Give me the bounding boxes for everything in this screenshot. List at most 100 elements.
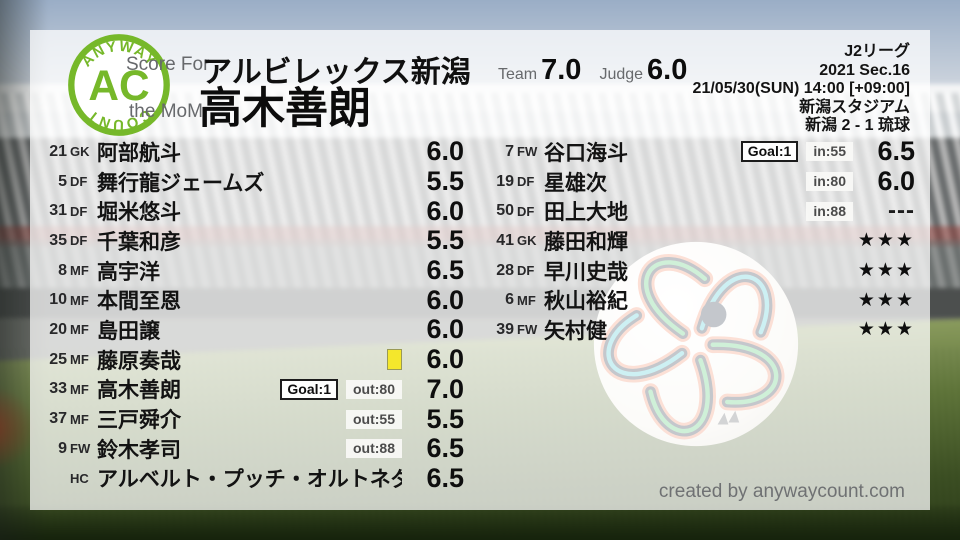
substitution-badge: out:80 [346,379,402,399]
away-player-row: 50 DF 田上大地 in:88 --- [487,196,915,226]
home-player-row: 31 DF 堀米悠斗 6.0 [40,196,464,226]
player-number: 41 [496,231,514,249]
player-name: 本間至恩 [97,290,181,314]
player-number: 10 [49,291,67,309]
player-position: MF [70,292,89,308]
credit-text: created by anywaycount.com [658,481,905,502]
player-number: 50 [496,202,514,220]
player-name: 舞行龍ジェームズ [97,171,265,195]
player-position: FW [517,322,538,338]
player-name: 鈴木孝司 [97,438,181,462]
player-position: GK [517,233,537,249]
away-player-row: 39 FW 矢村健 ★★★ [487,315,915,345]
player-rating: ★★★ [857,260,915,282]
player-position: MF [70,411,89,427]
player-rating: 6.5 [426,462,464,493]
goal-badge: Goal:1 [280,378,338,400]
home-player-row: 25 MF 藤原奏哉 6.0 [40,345,464,375]
player-name: 早川史哉 [544,260,628,284]
player-rating: 6.0 [426,344,464,375]
score-for-label: Score For [126,54,210,75]
player-number: 20 [49,320,67,338]
player-name: 阿部航斗 [97,141,181,165]
home-player-row: 10 MF 本間至恩 6.0 [40,285,464,315]
subs-list: 7 FW 谷口海斗 Goal:1 in:55 6.5 19 DF 星雄次 in:80 6.0 50 DF… [487,137,915,345]
judge-score-value: 6.0 [647,54,688,86]
player-number: 8 [58,261,67,279]
away-player-row: 19 DF 星雄次 in:80 6.0 [487,167,915,197]
player-position: FW [70,441,91,457]
player-position: MF [70,352,89,368]
kickoff-datetime: 21/05/30(SUN) 14:00 [+09:00] [692,80,910,97]
away-player-row: 28 DF 早川史哉 ★★★ [487,256,915,286]
home-player-row: 35 DF 千葉和彦 5.5 [40,226,464,256]
player-position: DF [70,174,88,190]
player-name: 藤田和輝 [544,230,628,254]
anywaycount-logo: ANYWAY COUNT AC [68,34,170,136]
substitution-badge: in:80 [806,172,853,192]
stadium-name: 新潟スタジアム [799,98,910,116]
player-name: 藤原奏哉 [97,349,181,373]
player-name: 秋山裕紀 [544,290,628,314]
player-number: 25 [49,350,67,368]
player-rating: 6.5 [426,433,464,464]
player-rating: 7.0 [426,373,464,404]
player-name: 星雄次 [544,171,607,195]
player-rating: ★★★ [857,230,915,252]
player-name: 高宇洋 [97,260,160,284]
player-position: MF [70,322,89,338]
player-rating: 6.0 [426,195,464,226]
player-rating: 6.0 [877,166,915,197]
player-rating: --- [888,197,915,225]
player-position: DF [70,233,88,249]
substitution-badge: out:55 [346,409,402,429]
player-rating: 6.0 [426,284,464,315]
league-name: J2リーグ [844,43,910,60]
substitution-badge: in:55 [806,142,853,162]
player-number: 19 [496,172,514,190]
away-player-row: 41 GK 藤田和輝 ★★★ [487,226,915,256]
rating-panel: ANYWAY COUNT AC Score For アルビレックス新潟 the … [30,30,930,510]
player-number: 6 [505,291,514,309]
team-score-value: 7.0 [541,54,582,86]
player-position: DF [517,203,535,219]
season-section: 2021 Sec.16 [819,61,910,79]
home-player-row: 5 DF 舞行龍ジェームズ 5.5 [40,167,464,197]
away-player-row: 6 MF 秋山裕紀 ★★★ [487,285,915,315]
logo-ac-text: AC [88,62,149,109]
home-player-row: 33 MF 高木善朗 Goal:1 out:80 7.0 [40,375,464,405]
team-score-label: Team [498,66,538,83]
player-rating: 6.0 [426,136,464,167]
player-position: MF [517,292,536,308]
match-info: J2リーグ 2021 Sec.16 21/05/30(SUN) 14:00 [+… [693,43,910,136]
player-number: 39 [496,320,514,338]
home-player-row: 37 MF 三戸舜介 out:55 5.5 [40,404,464,434]
left-red-seats [0,388,34,468]
player-number: 31 [49,202,67,220]
player-position: DF [70,203,88,219]
player-name: 千葉和彦 [97,230,181,254]
mom-label: the MoM [129,101,203,122]
player-rating: 6.5 [877,136,915,167]
yellow-card-icon [387,349,402,371]
player-name: 谷口海斗 [544,141,628,165]
home-player-row: 21 GK 阿部航斗 6.0 [40,137,464,167]
player-name: 矢村健 [544,319,607,343]
substitution-badge: in:88 [806,201,853,221]
judge-score-label: Judge [599,66,644,83]
player-number: 33 [49,380,67,398]
player-name: 高木善朗 [97,379,181,403]
match-result: 新潟 2 - 1 琉球 [805,117,910,134]
player-rating: ★★★ [857,319,915,341]
player-number: 9 [58,439,67,457]
home-player-row: HC アルベルト・プッチ・オルトネダ 6.5 [40,464,464,494]
player-position: GK [70,144,90,160]
player-number: 21 [49,142,67,160]
player-name: 三戸舜介 [97,409,181,433]
away-player-row: 7 FW 谷口海斗 Goal:1 in:55 6.5 [487,137,915,167]
player-number: 35 [49,231,67,249]
player-number: 28 [496,261,514,279]
player-number: 5 [58,172,67,190]
home-player-row: 8 MF 高宇洋 6.5 [40,256,464,286]
